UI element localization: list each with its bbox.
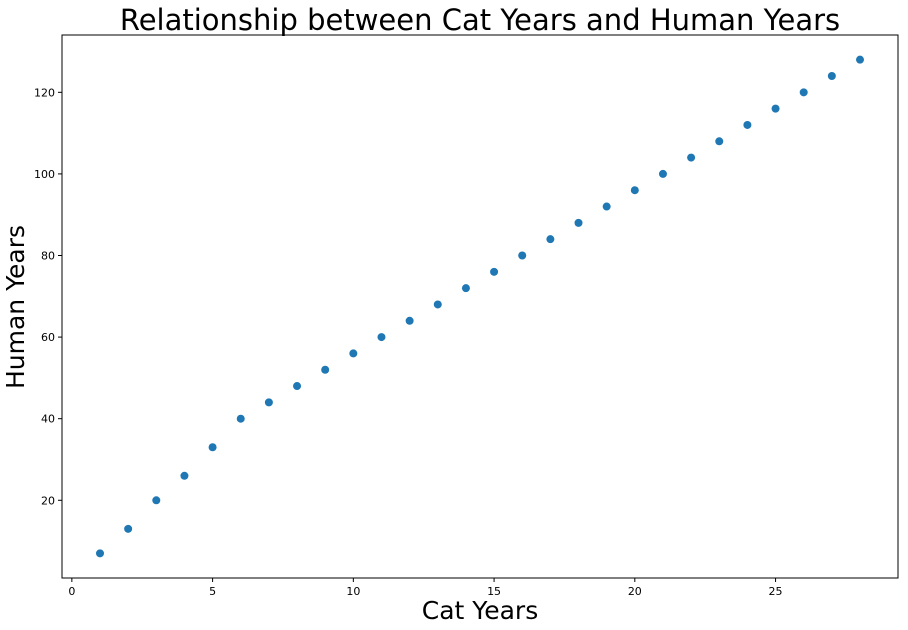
data-point <box>687 153 696 162</box>
data-point <box>658 169 667 178</box>
data-point <box>856 55 864 64</box>
x-axis-ticks: 0 5 10 15 20 25 <box>68 578 783 598</box>
data-point <box>405 316 414 325</box>
y-tick-label: 40 <box>41 413 55 426</box>
data-point <box>546 235 555 244</box>
data-point <box>743 120 752 129</box>
x-tick-label: 20 <box>628 585 642 598</box>
data-point <box>433 300 442 309</box>
y-tick-label: 120 <box>34 86 55 99</box>
data-point <box>799 88 808 97</box>
y-tick-label: 60 <box>41 331 55 344</box>
x-tick-label: 25 <box>769 585 783 598</box>
x-tick-label: 5 <box>209 585 216 598</box>
data-point <box>264 398 273 407</box>
y-tick-label: 80 <box>41 250 55 263</box>
data-point <box>715 137 724 146</box>
y-tick-label: 100 <box>34 168 55 181</box>
data-point <box>518 251 527 260</box>
x-tick-label: 10 <box>346 585 360 598</box>
data-point <box>321 365 330 374</box>
data-point <box>377 333 386 342</box>
y-tick-label: 20 <box>41 494 55 507</box>
data-point <box>124 524 133 533</box>
data-point <box>180 471 189 480</box>
data-point <box>827 72 836 81</box>
chart-title: Relationship between Cat Years and Human… <box>120 3 840 37</box>
x-axis-label: Cat Years <box>422 596 538 625</box>
data-point <box>236 414 245 423</box>
data-point <box>771 104 780 113</box>
data-point <box>461 284 470 293</box>
plot-area-frame <box>61 34 899 579</box>
data-point <box>349 349 358 358</box>
data-point <box>574 218 583 227</box>
x-tick-label: 0 <box>68 585 75 598</box>
x-tick-label: 15 <box>487 585 501 598</box>
y-axis-label: Human Years <box>1 225 30 389</box>
data-point <box>152 496 161 505</box>
data-point <box>630 186 639 195</box>
data-point <box>602 202 611 211</box>
data-point <box>490 267 499 276</box>
data-point <box>293 382 302 391</box>
data-point <box>208 443 217 452</box>
y-axis-ticks: 20 40 60 80 100 120 <box>34 86 62 507</box>
data-point <box>96 549 104 558</box>
data-points <box>96 55 864 558</box>
